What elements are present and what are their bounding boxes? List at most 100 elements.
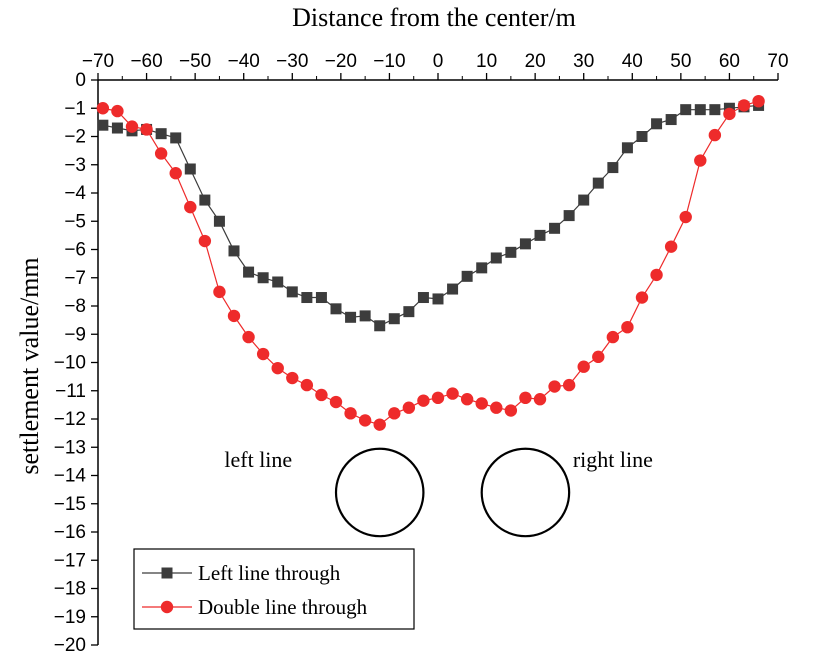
- data-point: [650, 268, 663, 282]
- data-point: [490, 252, 502, 264]
- y-tick-label: −18: [54, 579, 86, 600]
- data-point: [752, 94, 765, 108]
- data-point: [227, 309, 241, 323]
- tunnels: [334, 447, 571, 538]
- data-point: [651, 118, 663, 130]
- x-tick-label: 40: [622, 51, 643, 72]
- data-point: [345, 311, 357, 323]
- data-point: [447, 283, 459, 295]
- y-tick-label: −14: [54, 466, 87, 487]
- data-point: [154, 147, 168, 160]
- data-point: [155, 128, 167, 140]
- data-point: [519, 391, 532, 405]
- data-point: [242, 330, 255, 344]
- x-axis-title: Distance from the center/m: [292, 3, 576, 32]
- data-point: [315, 388, 328, 402]
- x-tick-label: 60: [719, 51, 740, 72]
- data-point: [723, 107, 736, 121]
- data-point: [476, 262, 488, 274]
- y-tick-label: 0: [75, 70, 86, 91]
- series: [96, 94, 765, 431]
- left-line-tunnel: [334, 447, 425, 538]
- data-point: [432, 293, 444, 305]
- legend-marker: [161, 567, 173, 579]
- data-point: [300, 378, 314, 392]
- data-point: [358, 414, 372, 427]
- data-point: [563, 210, 575, 222]
- y-tick-label: −7: [64, 268, 86, 289]
- y-tick-label: −10: [54, 353, 86, 374]
- data-point: [694, 104, 706, 116]
- data-point: [636, 131, 648, 142]
- data-point: [125, 120, 139, 133]
- data-point: [621, 320, 634, 334]
- data-point: [388, 313, 400, 325]
- legend-box: [133, 548, 415, 630]
- x-tick-label: 50: [670, 51, 691, 72]
- y-tick-label: −8: [64, 296, 86, 317]
- data-point: [490, 401, 503, 414]
- legend-marker: [160, 600, 174, 614]
- data-point: [607, 162, 619, 174]
- data-point: [330, 303, 342, 315]
- left-line-label: left line: [224, 447, 292, 472]
- data-point: [708, 128, 722, 142]
- right-line-tunnel: [480, 447, 571, 538]
- data-point: [228, 245, 240, 257]
- y-tick-label: −17: [54, 550, 86, 571]
- data-point: [359, 310, 371, 322]
- data-point: [403, 306, 415, 318]
- y-tick-label: −20: [54, 635, 86, 656]
- series-line: [102, 100, 759, 426]
- data-point: [286, 286, 298, 298]
- annotations: left line right line: [224, 447, 653, 472]
- x-tick-label: −70: [82, 51, 114, 72]
- x-tick-label: 0: [433, 51, 444, 72]
- legend-item: Left line through: [142, 561, 341, 585]
- data-point: [592, 177, 604, 189]
- data-point: [417, 394, 430, 407]
- data-point: [388, 407, 401, 420]
- series-line: [102, 104, 759, 327]
- y-tick-label: −19: [54, 607, 86, 628]
- data-point: [709, 104, 721, 116]
- data-point: [344, 407, 357, 420]
- y-tick-label: −9: [64, 324, 86, 345]
- data-point: [184, 200, 197, 214]
- data-point: [694, 154, 707, 167]
- axes: −70 −60 −50 −40 −30 −20 −10 0 10 20 30 40 50 60 70 0 −1 −…: [54, 51, 789, 656]
- series-left-line-through: [97, 99, 765, 332]
- right-line-label: right line: [573, 447, 653, 472]
- data-point: [446, 387, 459, 400]
- y-tick-label: −6: [64, 240, 86, 261]
- data-point: [257, 272, 269, 284]
- y-tick-label: −5: [64, 211, 86, 232]
- data-point: [621, 142, 633, 154]
- data-point: [213, 215, 225, 227]
- data-point: [606, 330, 620, 344]
- data-point: [213, 285, 226, 299]
- data-point: [271, 361, 284, 375]
- legend-label: Left line through: [198, 561, 341, 585]
- legend-item: Double line through: [142, 595, 368, 619]
- data-point: [301, 292, 313, 304]
- data-point: [475, 397, 488, 410]
- legend-label: Double line through: [198, 595, 368, 619]
- data-point: [505, 246, 517, 258]
- data-point: [548, 380, 561, 393]
- data-point: [431, 391, 445, 405]
- x-tick-label: 30: [573, 51, 594, 72]
- data-point: [417, 292, 429, 304]
- data-point: [549, 222, 561, 234]
- data-point: [272, 276, 284, 288]
- data-point: [329, 395, 343, 409]
- data-point: [680, 104, 692, 116]
- data-point: [140, 123, 153, 136]
- data-point: [169, 167, 182, 180]
- data-point: [562, 378, 576, 392]
- legend: Left line through Double line through: [133, 548, 415, 630]
- data-point: [504, 404, 518, 417]
- data-point: [577, 360, 590, 373]
- y-tick-label: −11: [55, 381, 86, 402]
